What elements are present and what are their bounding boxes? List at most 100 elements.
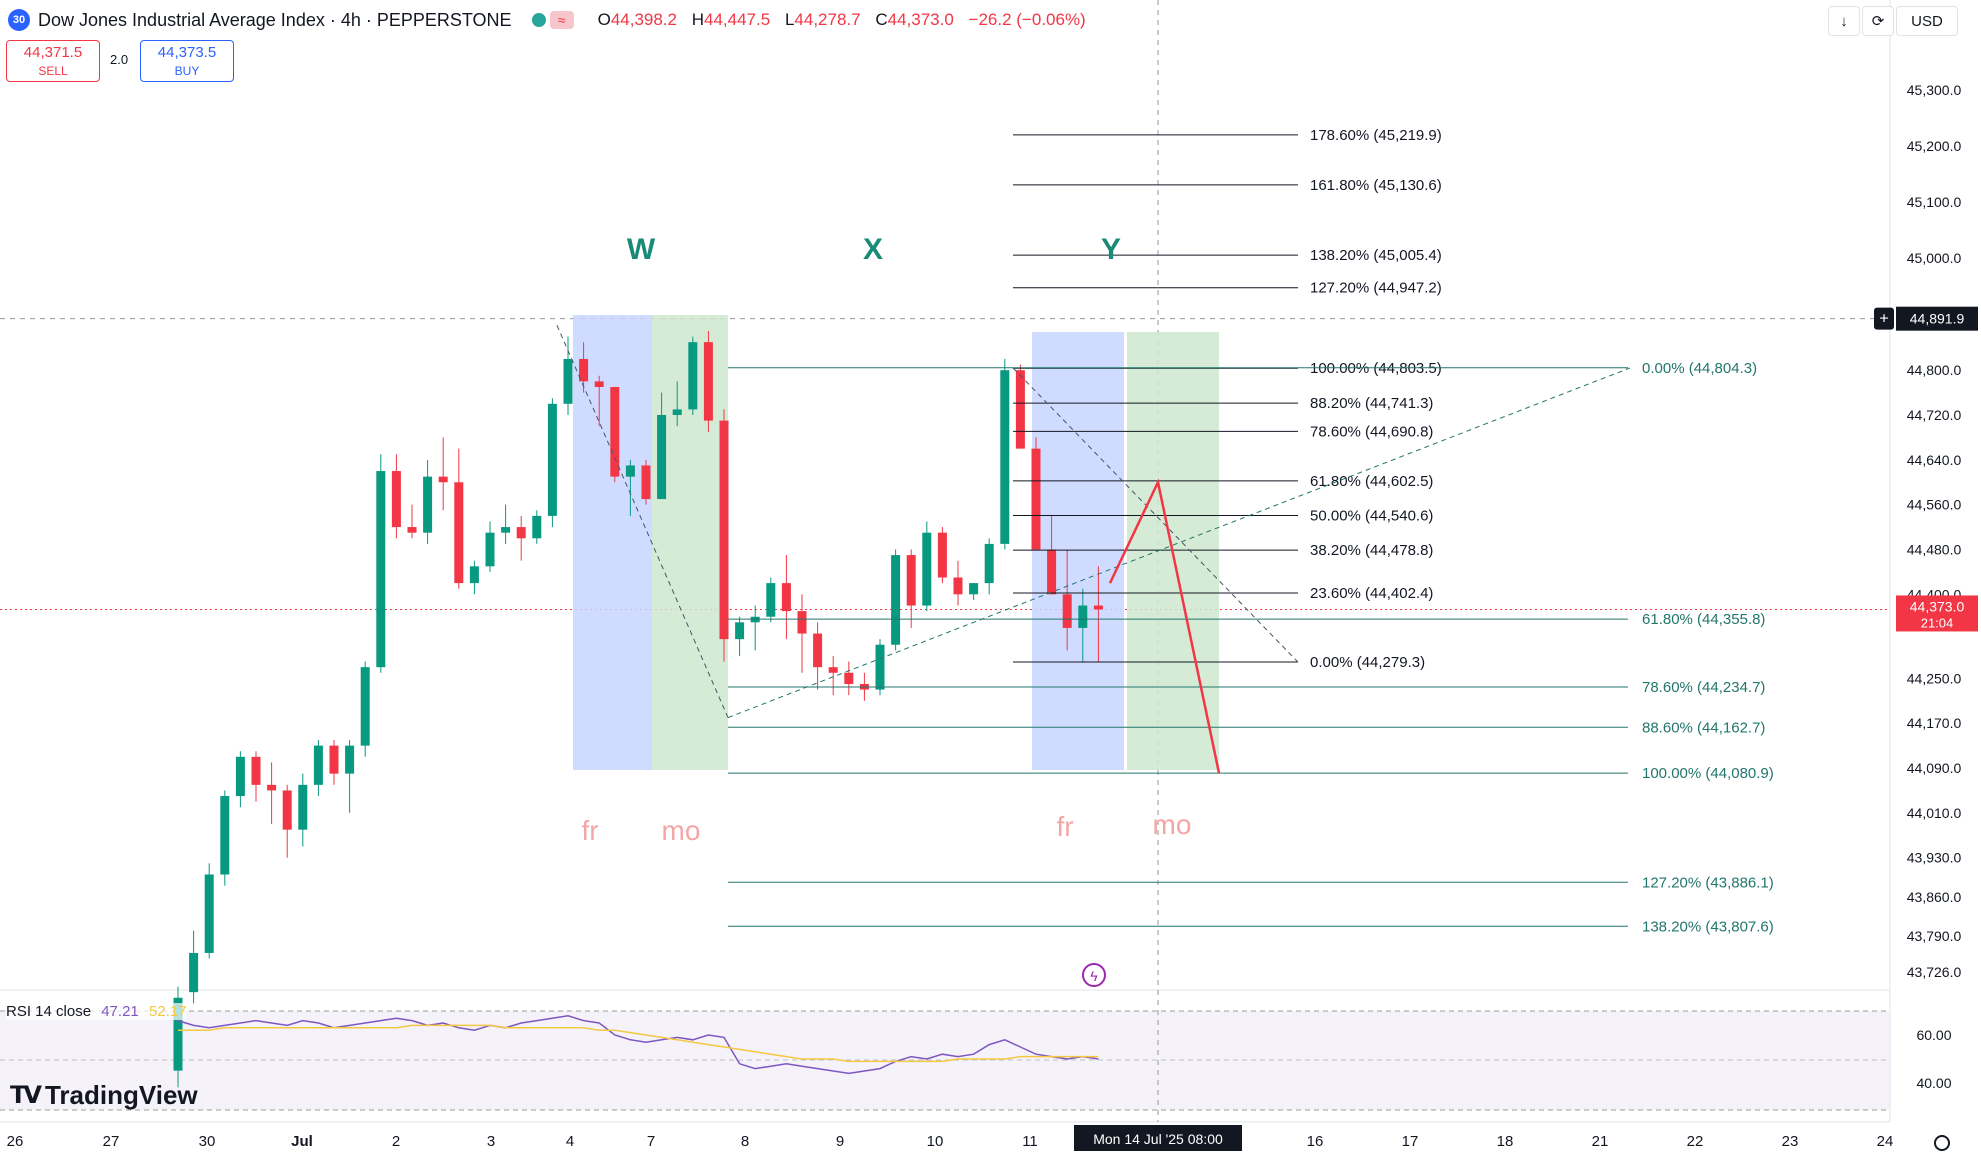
candle-body (391, 471, 401, 528)
countdown-label: 21:04 (1921, 615, 1954, 630)
tradingview-logo-text: TradingView (44, 1080, 198, 1110)
time-tick-label: 24 (1877, 1133, 1894, 1150)
candle-body (501, 527, 511, 533)
candle-body (797, 611, 807, 634)
fib-level-label: 88.20% (44,741.3) (1310, 395, 1433, 412)
time-tick-label: 21 (1592, 1133, 1609, 1150)
chart-header: 30 Dow Jones Industrial Average Index · … (0, 0, 1096, 40)
crosshair-plus-icon (1874, 307, 1894, 330)
price-tick-label: 44,560.0 (1907, 497, 1962, 513)
download-icon[interactable]: ↓ (1828, 6, 1860, 36)
fib-level-label: 61.80% (44,602.5) (1310, 473, 1433, 490)
time-tick-label: 8 (741, 1133, 749, 1150)
candle-body (469, 566, 479, 584)
candle-body (267, 784, 277, 791)
zone-label: fr (1056, 811, 1073, 842)
wave-icon[interactable]: ≈ (549, 11, 574, 29)
refresh-icon[interactable]: ⟳ (1862, 6, 1894, 36)
candle-body (657, 415, 667, 500)
candle-body (641, 465, 651, 500)
time-tick-label: 17 (1402, 1133, 1419, 1150)
price-tick-label: 45,200.0 (1907, 138, 1962, 154)
time-tick-label: 27 (103, 1133, 120, 1150)
buy-label: BUY (174, 64, 200, 78)
tradingview-logo-icon: 𝗧𝗩 (10, 1082, 42, 1109)
market-status-icon (531, 13, 546, 27)
price-tick-label: 44,170.0 (1907, 715, 1962, 731)
symbol-badge[interactable]: 30 (8, 9, 30, 31)
time-tick-label: 4 (566, 1133, 574, 1150)
fib2-level-label: 127.20% (43,886.1) (1642, 874, 1774, 891)
sell-price: 44,371.5 (23, 44, 83, 61)
candle-body (828, 667, 838, 673)
time-tick-label: 23 (1782, 1133, 1799, 1150)
candle-body (298, 784, 308, 830)
rsi-label: RSI 14 close (6, 1003, 92, 1020)
candle-body (953, 577, 963, 595)
fib2-level-label: 78.60% (44,234.7) (1642, 679, 1765, 696)
sell-label: SELL (38, 64, 68, 78)
candle-body (563, 358, 573, 404)
fib-level-label: 78.60% (44,690.8) (1310, 423, 1433, 440)
time-tick-label: 16 (1307, 1133, 1324, 1150)
candle-body (313, 745, 323, 785)
candle-body (1031, 448, 1041, 550)
candle-body (735, 622, 745, 640)
candle-body (360, 667, 370, 746)
fib2-level-label: 100.00% (44,080.9) (1642, 765, 1774, 782)
candle-body (1015, 370, 1025, 449)
candle-body (688, 342, 698, 410)
currency-selector[interactable]: USD (1896, 6, 1958, 36)
candle-body (423, 476, 433, 533)
candle-body (204, 874, 214, 953)
price-tick-label: 43,790.0 (1907, 928, 1962, 944)
price-tick-label: 45,000.0 (1907, 250, 1962, 266)
crosshair-time-label: Mon 14 Jul '25 08:00 (1093, 1131, 1223, 1147)
symbol-title[interactable]: Dow Jones Industrial Average Index · 4h … (38, 9, 512, 30)
fib2-level-label: 61.80% (44,355.8) (1642, 611, 1765, 628)
fib-level-label: 100.00% (44,803.5) (1310, 360, 1442, 377)
rsi-legend[interactable]: RSI 14 close 47.21 52.17 (6, 1003, 187, 1020)
candle-body (1000, 370, 1010, 544)
wave-label-x: X (863, 233, 883, 266)
time-tick-label: 22 (1687, 1133, 1704, 1150)
zone-label: mo (662, 815, 701, 846)
fib2-level-label: 88.60% (44,162.7) (1642, 719, 1765, 736)
price-tick-label: 44,800.0 (1907, 362, 1962, 378)
time-tick-label: 18 (1497, 1133, 1514, 1150)
candle-body (454, 482, 464, 584)
sell-button[interactable]: 44,371.5 SELL (6, 40, 100, 82)
spread-value: 2.0 (110, 52, 129, 67)
candle-body (251, 756, 261, 785)
ohlc-values: O44,398.2 H44,447.5 L44,278.7 C44,373.0 … (597, 10, 1086, 29)
fib-level-label: 127.20% (44,947.2) (1310, 280, 1442, 297)
candle-body (719, 420, 729, 640)
tradingview-logo[interactable]: 𝗧𝗩 TradingView (10, 1080, 198, 1111)
candle-body (345, 745, 355, 774)
price-tick-label: 44,090.0 (1907, 760, 1962, 776)
rsi-ma-line (178, 1024, 1099, 1063)
buy-button[interactable]: 44,373.5 BUY (140, 40, 234, 82)
rsi-tick-label: 60.00 (1916, 1027, 1951, 1043)
candle-body (220, 796, 230, 875)
fib2-level-label: 0.00% (44,804.3) (1642, 360, 1757, 377)
settings-gear-icon (1934, 1135, 1950, 1151)
fib-level-label: 50.00% (44,540.6) (1310, 508, 1433, 525)
time-tick-label: 26 (7, 1133, 24, 1150)
lightning-icon-glyph: ϟ (1090, 968, 1098, 984)
current-price-label: 44,373.0 (1910, 598, 1965, 614)
fib-level-label: 0.00% (44,279.3) (1310, 654, 1425, 671)
candle-body (1062, 594, 1072, 628)
candle-body (984, 543, 994, 584)
projection-path (1108, 478, 1221, 774)
candle-body (844, 672, 854, 684)
price-tick-label: 43,860.0 (1907, 889, 1962, 905)
price-tick-label: 45,100.0 (1907, 194, 1962, 210)
candle-body (625, 465, 635, 477)
time-tick-label: 30 (199, 1133, 216, 1150)
fib-level-label: 138.20% (45,005.4) (1310, 247, 1442, 264)
candle-body (407, 527, 417, 533)
candle-body (282, 790, 292, 830)
zone-label: fr (581, 815, 598, 846)
